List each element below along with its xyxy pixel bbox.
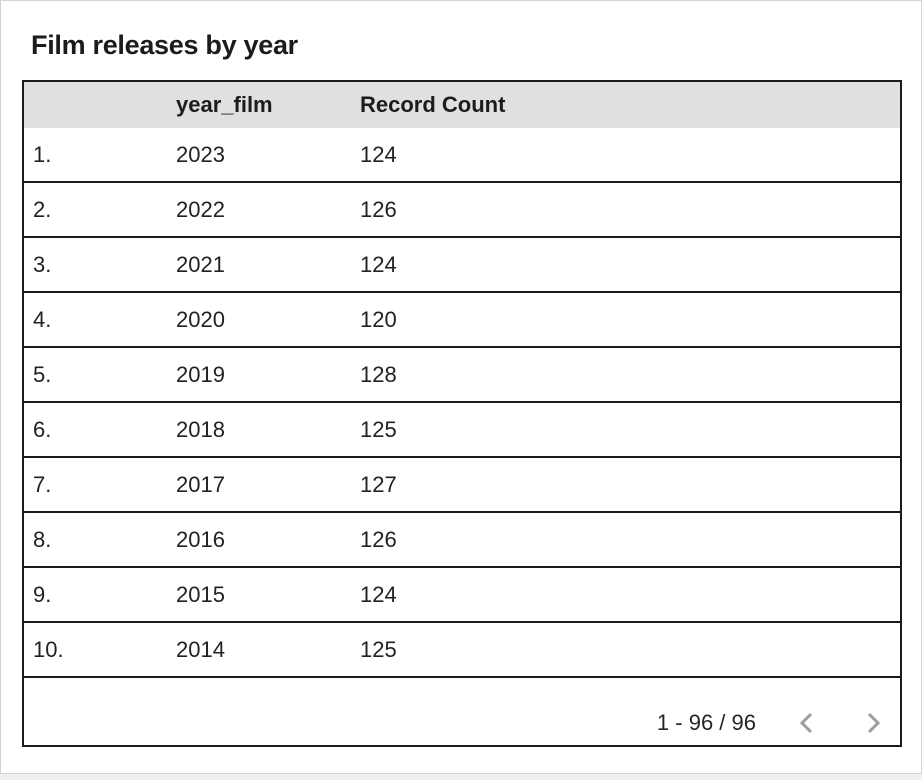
year-cell: 2018 bbox=[176, 416, 225, 442]
table-row: 8. 2016 126 bbox=[24, 513, 900, 568]
year-cell: 2017 bbox=[176, 471, 225, 497]
pagination-next-button[interactable] bbox=[862, 710, 884, 736]
table-row: 9. 2015 124 bbox=[24, 568, 900, 623]
count-cell: 125 bbox=[360, 636, 397, 662]
data-table: year_film Record Count 1. 2023 124 2. 20… bbox=[22, 80, 902, 747]
year-cell: 2019 bbox=[176, 361, 225, 387]
row-index-cell: 3. bbox=[33, 251, 52, 277]
chevron-left-icon bbox=[796, 710, 818, 736]
count-cell: 127 bbox=[360, 471, 397, 497]
table-row: 4. 2020 120 bbox=[24, 293, 900, 348]
row-index-cell: 5. bbox=[33, 361, 52, 387]
header-cell-year-film[interactable]: year_film bbox=[176, 92, 273, 117]
pagination-range-label: 1 - 96 / 96 bbox=[656, 710, 756, 735]
row-index-cell: 10. bbox=[33, 636, 64, 662]
year-cell: 2015 bbox=[176, 581, 225, 607]
year-cell: 2014 bbox=[176, 636, 225, 662]
table-row: 2. 2022 126 bbox=[24, 183, 900, 238]
count-cell: 126 bbox=[360, 196, 397, 222]
pagination-prev-button[interactable] bbox=[796, 710, 818, 736]
year-cell: 2023 bbox=[176, 141, 225, 167]
year-cell: 2021 bbox=[176, 251, 225, 277]
year-cell: 2016 bbox=[176, 526, 225, 552]
count-cell: 126 bbox=[360, 526, 397, 552]
year-cell: 2022 bbox=[176, 196, 225, 222]
chevron-right-icon bbox=[862, 710, 884, 736]
count-cell: 124 bbox=[360, 581, 397, 607]
count-cell: 124 bbox=[360, 251, 397, 277]
year-cell: 2020 bbox=[176, 306, 225, 332]
row-index-cell: 9. bbox=[33, 581, 52, 607]
table-row: 6. 2018 125 bbox=[24, 403, 900, 458]
pagination-bar: 1 - 96 / 96 bbox=[24, 678, 900, 745]
table-row: 5. 2019 128 bbox=[24, 348, 900, 403]
count-cell: 124 bbox=[360, 141, 397, 167]
table-body: 1. 2023 124 2. 2022 126 3. 2021 124 4. 2… bbox=[24, 128, 900, 678]
row-index-cell: 4. bbox=[33, 306, 52, 332]
row-index-cell: 7. bbox=[33, 471, 52, 497]
chart-title: Film releases by year bbox=[31, 30, 298, 60]
row-index-cell: 8. bbox=[33, 526, 52, 552]
count-cell: 120 bbox=[360, 306, 397, 332]
table-row: 7. 2017 127 bbox=[24, 458, 900, 513]
table-row: 3. 2021 124 bbox=[24, 238, 900, 293]
header-cell-record-count[interactable]: Record Count bbox=[360, 92, 506, 117]
row-index-cell: 1. bbox=[33, 141, 52, 167]
row-index-cell: 2. bbox=[33, 196, 52, 222]
table-header-row: year_film Record Count bbox=[24, 82, 900, 128]
row-index-cell: 6. bbox=[33, 416, 52, 442]
table-row: 1. 2023 124 bbox=[24, 128, 900, 183]
count-cell: 125 bbox=[360, 416, 397, 442]
table-row: 10. 2014 125 bbox=[24, 623, 900, 678]
count-cell: 128 bbox=[360, 361, 397, 387]
